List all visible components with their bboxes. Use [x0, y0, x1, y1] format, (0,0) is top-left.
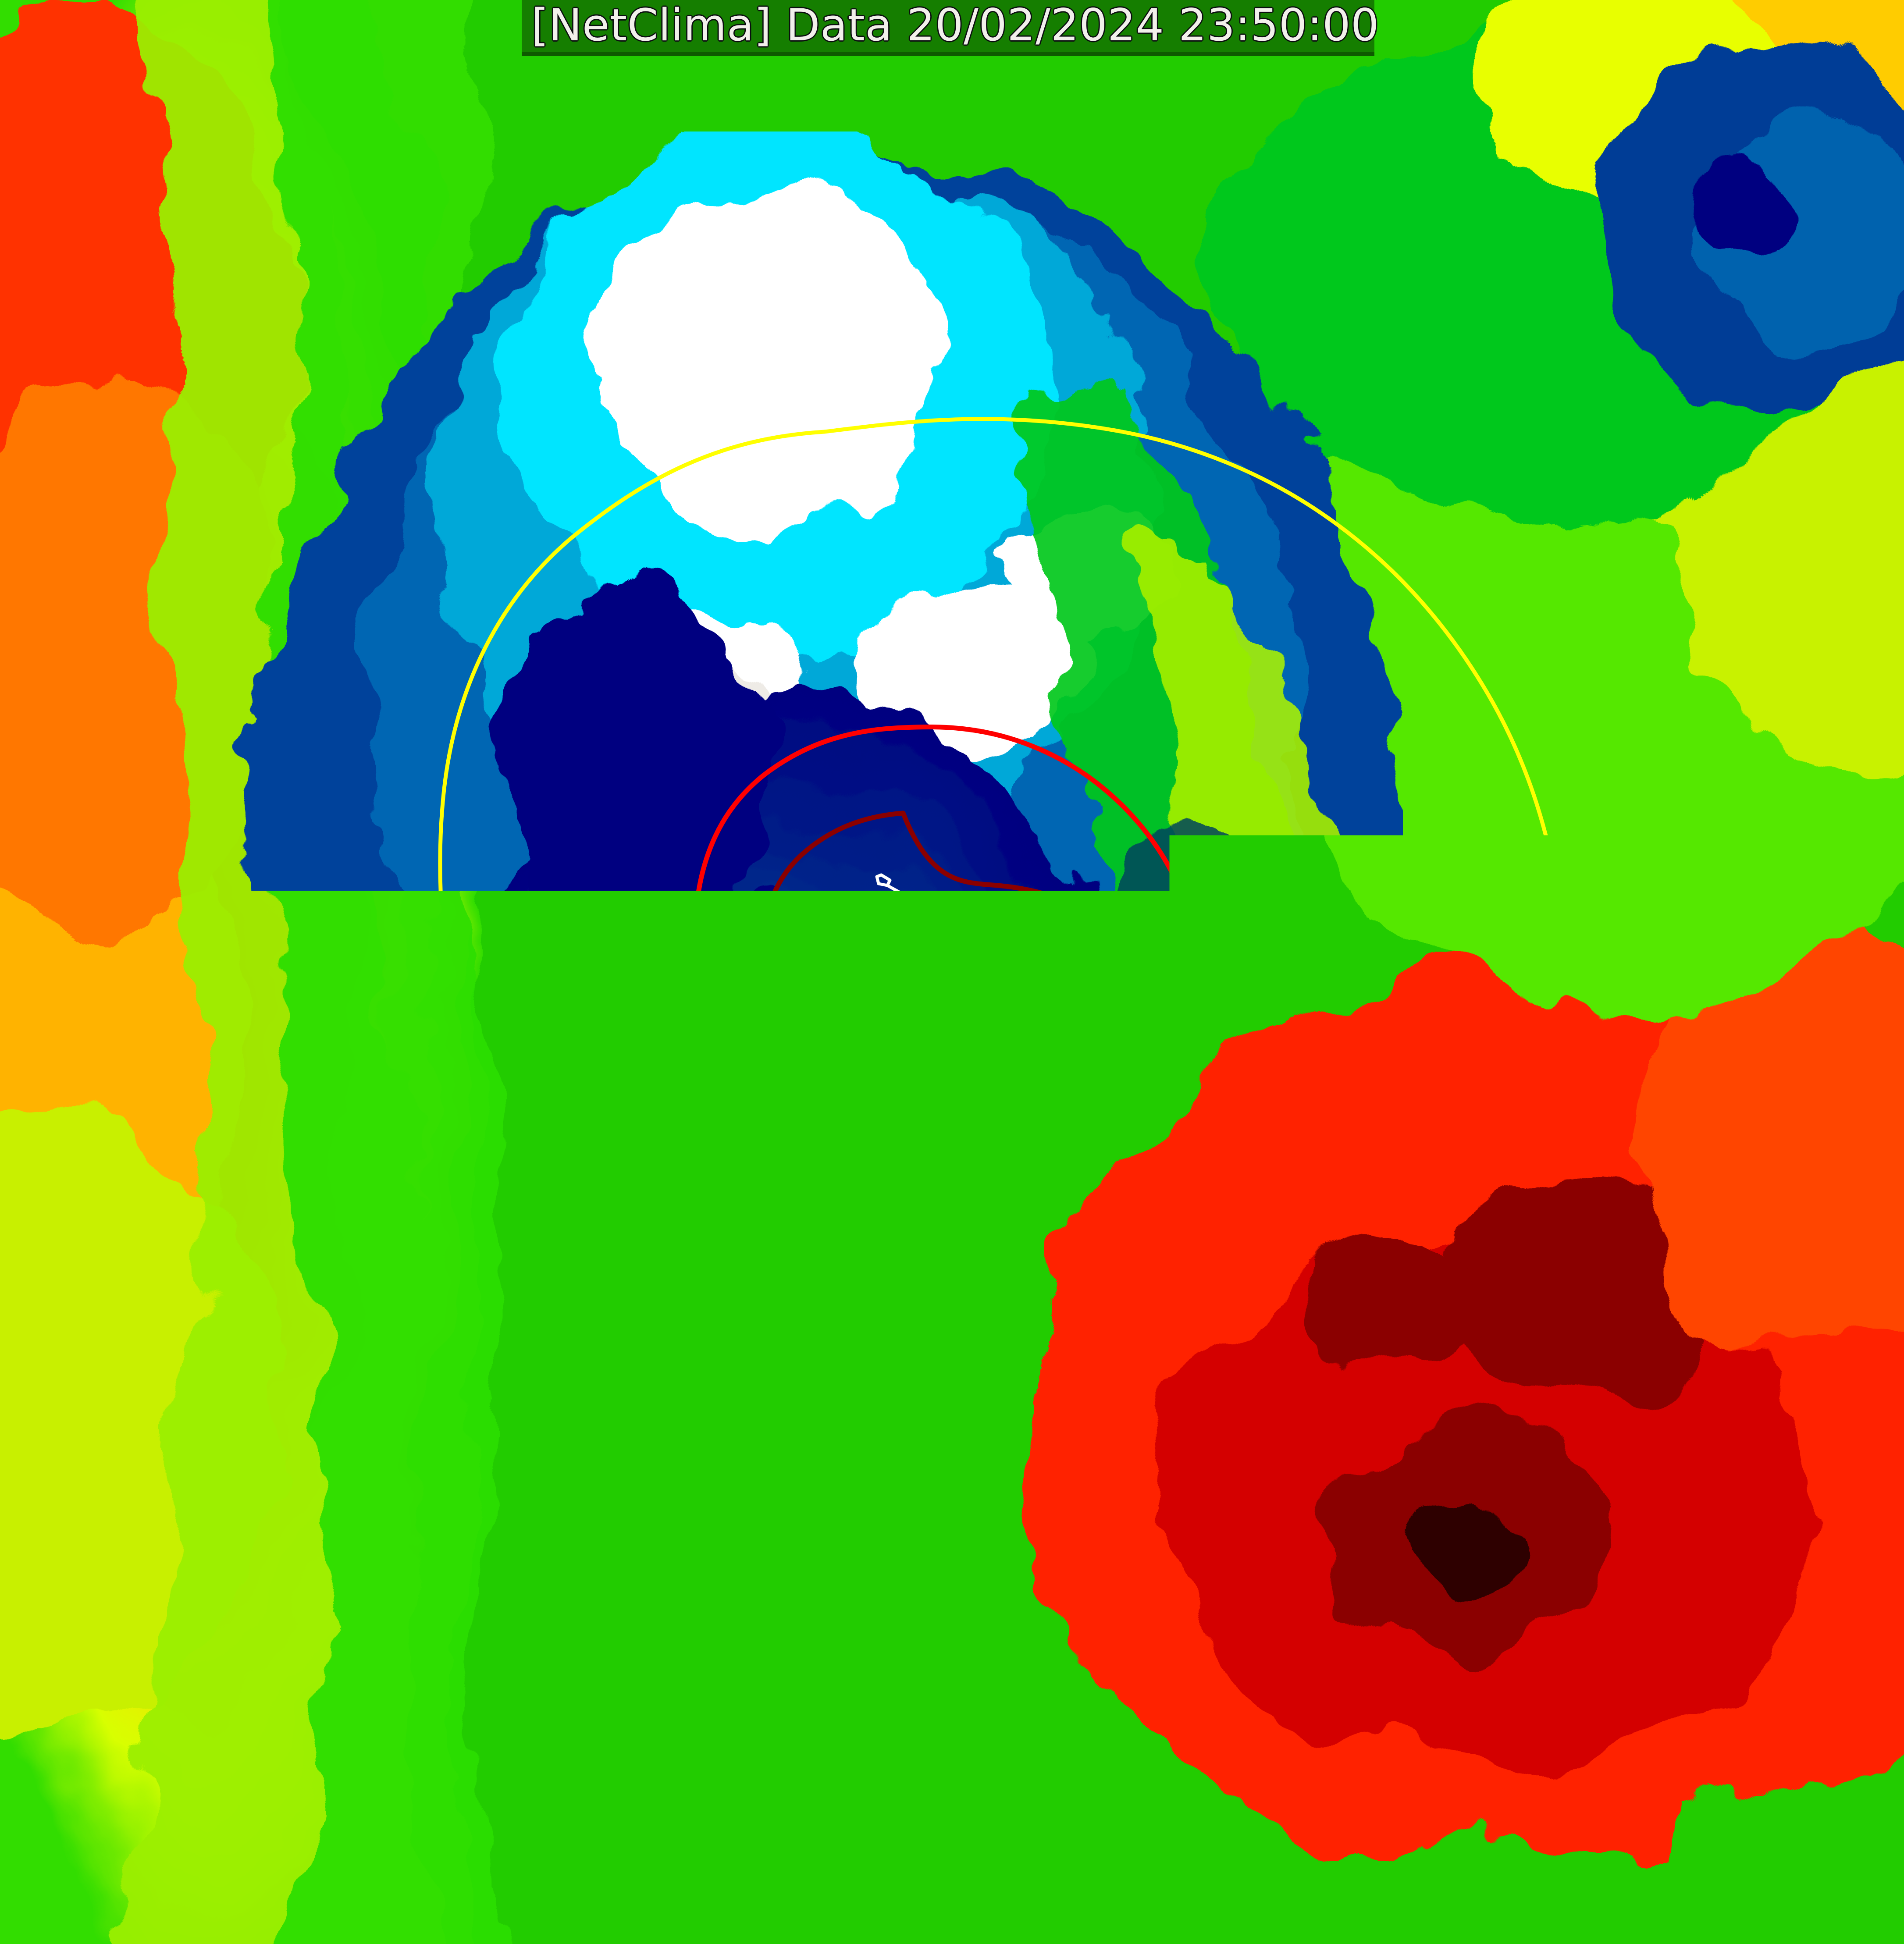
raster-heatmap-layer [0, 0, 1904, 1944]
satellite-map-view: [NetClima] Data 20/02/2024 23:50:00 [0, 0, 1904, 1944]
page-title: [NetClima] Data 20/02/2024 23:50:00 [531, 1, 1379, 49]
